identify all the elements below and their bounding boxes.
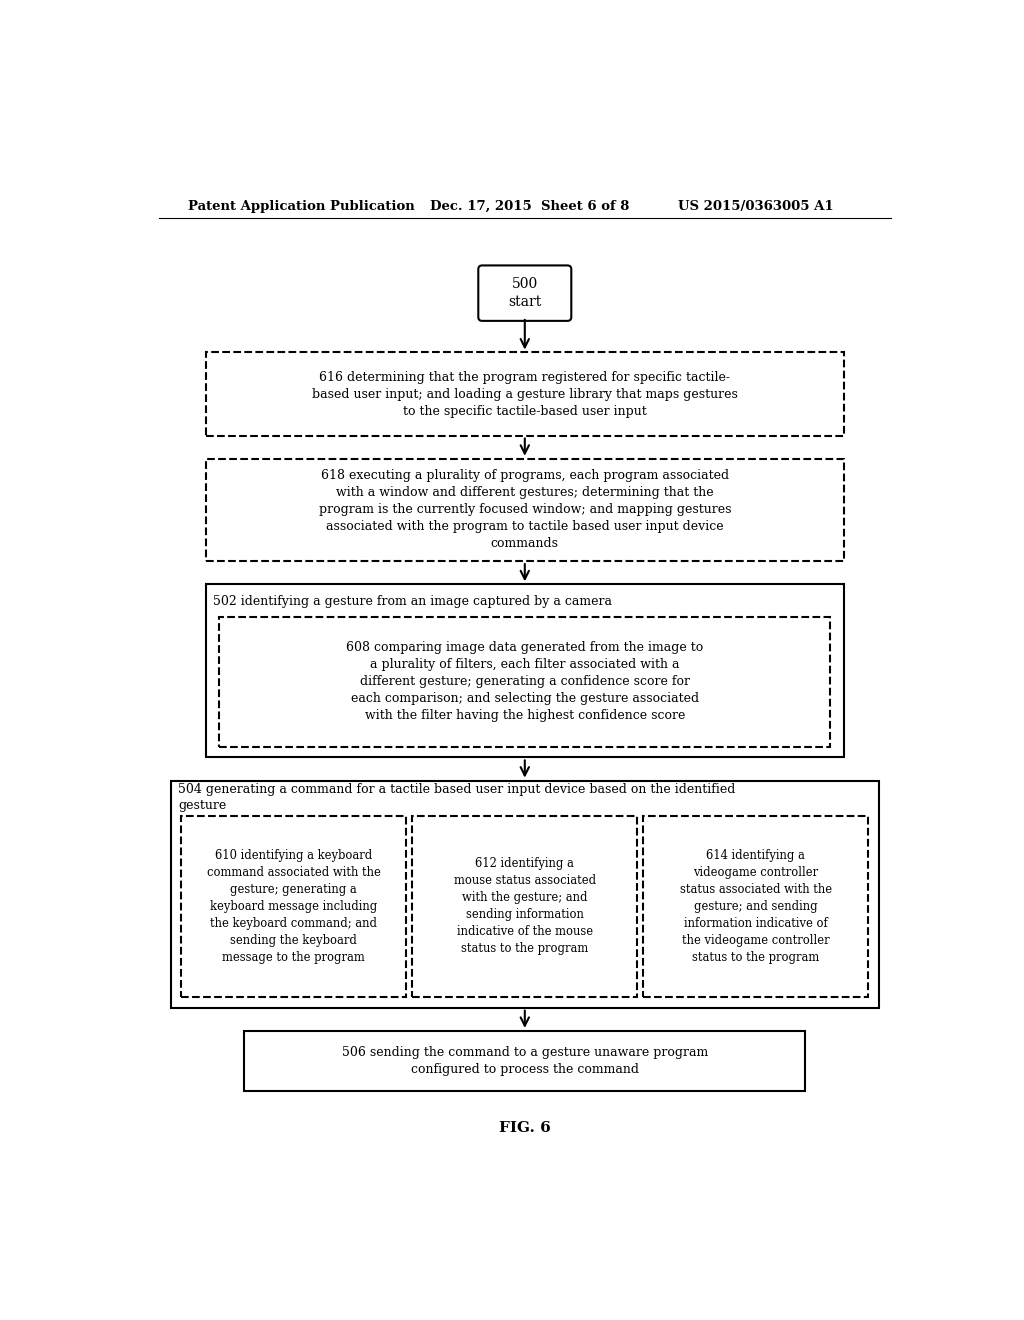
Text: 614 identifying a
videogame controller
status associated with the
gesture; and s: 614 identifying a videogame controller s… [680,849,831,964]
Bar [413,816,637,997]
Text: 504 generating a command for a tactile based user input device based on the iden: 504 generating a command for a tactile b… [178,784,736,812]
Text: 608 comparing image data generated from the image to
a plurality of filters, eac: 608 comparing image data generated from … [346,642,703,722]
Bar [219,616,830,747]
Text: 610 identifying a keyboard
command associated with the
gesture; generating a
key: 610 identifying a keyboard command assoc… [207,849,381,964]
Bar [643,816,868,997]
Bar [206,459,844,561]
Bar [245,1031,805,1090]
Text: 500
start: 500 start [508,277,542,309]
Text: Patent Application Publication: Patent Application Publication [188,199,415,213]
Text: 506 sending the command to a gesture unaware program
configured to process the c: 506 sending the command to a gesture una… [342,1045,708,1076]
Bar [206,585,844,758]
Bar [206,352,844,436]
Bar [171,780,879,1007]
Text: Dec. 17, 2015  Sheet 6 of 8: Dec. 17, 2015 Sheet 6 of 8 [430,199,630,213]
Text: FIG. 6: FIG. 6 [499,1121,551,1135]
Text: 618 executing a plurality of programs, each program associated
with a window and: 618 executing a plurality of programs, e… [318,470,731,550]
Text: 502 identifying a gesture from an image captured by a camera: 502 identifying a gesture from an image … [213,594,612,607]
Text: 612 identifying a
mouse status associated
with the gesture; and
sending informat: 612 identifying a mouse status associate… [454,858,596,956]
Bar [181,816,407,997]
Text: US 2015/0363005 A1: US 2015/0363005 A1 [678,199,834,213]
Text: 616 determining that the program registered for specific tactile-
based user inp: 616 determining that the program registe… [312,371,737,417]
